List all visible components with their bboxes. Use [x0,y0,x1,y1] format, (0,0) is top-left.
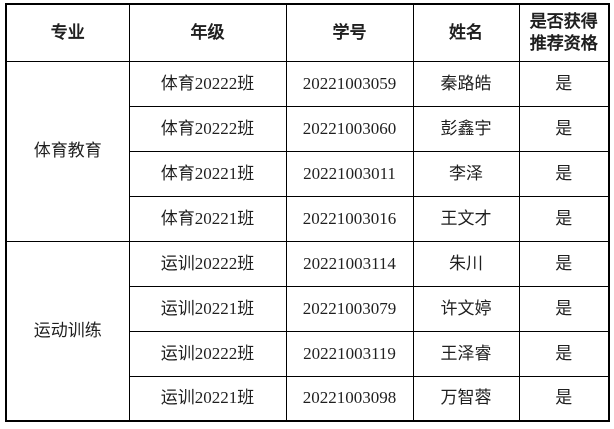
grade-cell: 体育20221班 [128,150,287,197]
name-cell: 彭鑫宇 [412,105,520,152]
qualified-cell: 是 [518,285,610,332]
header-row: 专业 年级 学号 姓名 是否获得 推荐资格 [5,3,610,62]
qualified-cell: 是 [518,60,610,107]
student-id-cell: 20221003079 [285,285,414,332]
table-row: 运训20221班 20221003098 万智蓉 是 [6,375,610,422]
table-row: 运动训练 运训20222班 20221003114 朱川 是 [5,240,610,422]
table-row: 运训20221班 20221003079 许文婷 是 [6,285,610,332]
qualified-cell: 是 [518,150,610,197]
grade-cell: 运训20221班 [128,285,287,332]
grade-cell: 体育20222班 [128,60,287,107]
major-cell-pe: 体育教育 [5,60,130,242]
grade-cell: 运训20222班 [128,330,287,377]
student-id-cell: 20221003060 [285,105,414,152]
header-qualified-line1: 是否获得 [529,11,598,31]
name-cell: 万智蓉 [412,375,520,422]
name-cell: 王文才 [412,195,520,242]
major-cell-sports-training: 运动训练 [5,240,130,422]
table-header: 专业 年级 学号 姓名 是否获得 推荐资格 [5,3,610,62]
table-row: 体育20221班 20221003016 王文才 是 [6,195,610,242]
table-row: 运训20222班 20221003119 王泽睿 是 [6,330,610,377]
recommendation-qualification-table: 专业 年级 学号 姓名 是否获得 推荐资格 体育教育 体育20222班 20221… [5,3,610,422]
header-qualified-line2: 推荐资格 [529,33,598,53]
student-id-cell: 20221003059 [285,60,414,107]
student-id-cell: 20221003098 [285,375,414,422]
qualified-cell: 是 [518,105,610,152]
qualified-cell: 是 [518,330,610,377]
table-row: 体育20221班 20221003011 李泽 是 [6,150,610,197]
name-cell: 秦路皓 [412,60,520,107]
header-qualified: 是否获得 推荐资格 [518,3,610,62]
table-row: 体育教育 体育20222班 20221003059 秦路皓 是 [5,60,610,242]
header-name: 姓名 [412,3,520,62]
table-body: 体育教育 体育20222班 20221003059 秦路皓 是 体育20222班… [5,60,610,422]
grade-cell: 体育20221班 [128,195,287,242]
header-grade: 年级 [128,3,287,62]
qualified-cell: 是 [518,240,610,287]
qualified-cell: 是 [518,195,610,242]
qualified-cell: 是 [518,375,610,422]
grade-cell: 体育20222班 [128,105,287,152]
student-id-cell: 20221003119 [285,330,414,377]
name-cell: 朱川 [412,240,520,287]
student-id-cell: 20221003016 [285,195,414,242]
table-row: 体育20222班 20221003060 彭鑫宇 是 [6,105,610,152]
name-cell: 王泽睿 [412,330,520,377]
student-id-cell: 20221003114 [285,240,414,287]
header-student-id: 学号 [285,3,414,62]
grade-cell: 运训20222班 [128,240,287,287]
name-cell: 许文婷 [412,285,520,332]
header-major: 专业 [5,3,130,62]
student-id-cell: 20221003011 [285,150,414,197]
grade-cell: 运训20221班 [128,375,287,422]
name-cell: 李泽 [412,150,520,197]
